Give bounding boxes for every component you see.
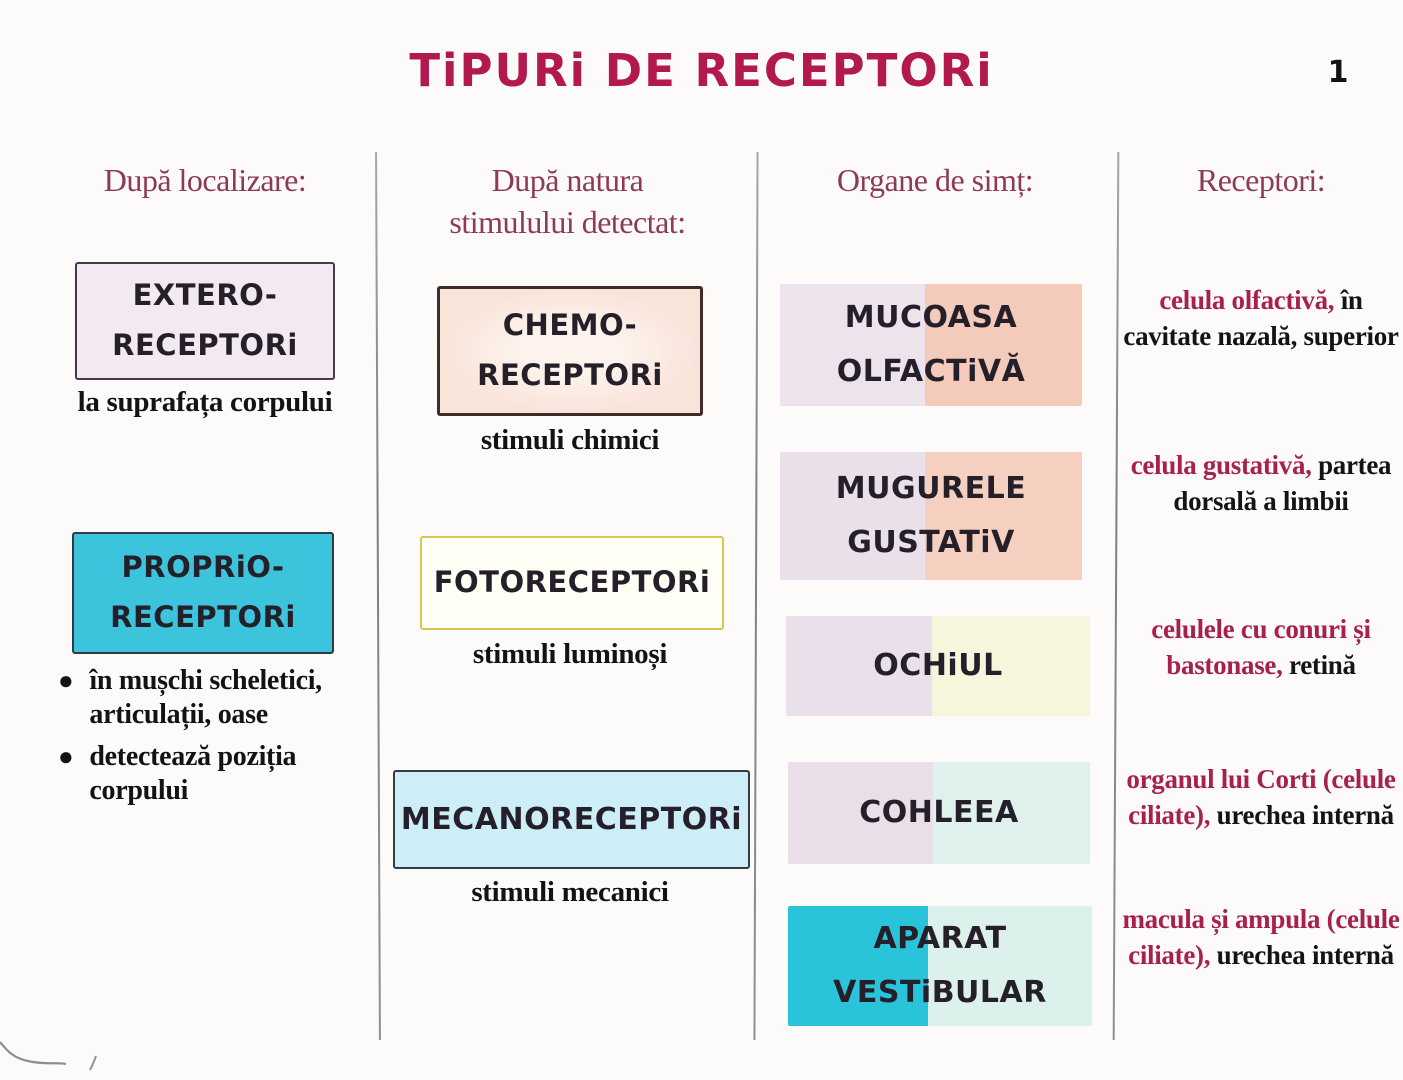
page-number: 1 bbox=[1327, 55, 1349, 90]
highlight-right bbox=[927, 906, 1092, 1026]
chemo-caption: stimuli chimici bbox=[480, 424, 660, 456]
organ-box-mucoasa-olfactiva: MUCOASA OLFACTiVĂ bbox=[780, 284, 1082, 406]
chemo-line1: CHEMO- bbox=[502, 308, 638, 343]
organ-box-aparat-vestibular: APARAT VESTiBULAR bbox=[788, 906, 1092, 1026]
bullet-item: ● în mușchi scheletici, articulații, oas… bbox=[58, 664, 370, 732]
proprio-bullet-list: ● în mușchi scheletici, articulații, oas… bbox=[58, 664, 370, 817]
organ-label-line1: APARAT bbox=[873, 921, 1007, 956]
receptor-item-vestibular: macula și ampula (celule ciliate), urech… bbox=[1122, 902, 1400, 973]
highlight-left bbox=[780, 284, 925, 406]
organ-label-line2: VESTiBULAR bbox=[833, 975, 1047, 1010]
receptor-item-gustativ: celula gustativă, partea dorsală a limbi… bbox=[1122, 448, 1400, 519]
proprio-receptori-box: PROPRiO- RECEPTORi bbox=[72, 532, 334, 654]
stray-pen-mark bbox=[0, 1041, 97, 1071]
organ-label-line2: GUSTATiV bbox=[847, 525, 1015, 560]
organ-label-line1: COHLEEA bbox=[859, 795, 1019, 830]
receptor-location: în cavitate nazală, superior bbox=[1123, 285, 1399, 351]
organ-box-ochiul: OCHiUL bbox=[786, 616, 1090, 716]
receptor-name: celula olfactivă, bbox=[1159, 285, 1335, 315]
column-divider bbox=[1112, 152, 1120, 1040]
extero-receptori-box: EXTERO- RECEPTORi bbox=[75, 262, 335, 380]
mecano-caption: stimuli mecanici bbox=[471, 876, 669, 908]
organ-label-line2: OLFACTiVĂ bbox=[836, 354, 1026, 389]
column-divider bbox=[375, 151, 381, 1041]
receptor-location: urechea internă bbox=[1216, 939, 1395, 970]
bullet-item: ● detectează poziția corpului bbox=[58, 740, 370, 808]
receptor-name: celulele cu conuri și bastonase, bbox=[1151, 614, 1371, 680]
proprio-line1: PROPRiO- bbox=[121, 550, 285, 585]
mecanoreceptori-box: MECANORECEPTORi bbox=[393, 770, 750, 869]
header-stimul-line2: stimulului detectat: bbox=[449, 203, 686, 240]
extero-line1: EXTERO- bbox=[132, 278, 278, 313]
bullet-dot: ● bbox=[58, 742, 74, 772]
highlight-left bbox=[788, 906, 928, 1026]
mecano-label: MECANORECEPTORi bbox=[400, 801, 743, 837]
receptor-location: partea dorsală a limbii bbox=[1173, 450, 1392, 516]
receptor-location: retină bbox=[1289, 649, 1356, 680]
organ-box-mugurele-gustativ: MUGURELE GUSTATiV bbox=[780, 452, 1082, 580]
receptor-name: macula și ampula (celule ciliate), bbox=[1122, 904, 1400, 970]
chemo-receptori-box: CHEMO- RECEPTORi bbox=[437, 286, 703, 416]
bullet-text: în mușchi scheletici, articulații, oase bbox=[89, 665, 322, 731]
highlight-right bbox=[924, 284, 1082, 406]
receptor-item-auditiv: organul lui Corti (celule ciliate), urec… bbox=[1122, 762, 1400, 833]
extero-line2: RECEPTORi bbox=[112, 328, 298, 362]
extero-caption: la suprafața corpului bbox=[77, 386, 333, 418]
bullet-text: detectează poziția corpului bbox=[89, 741, 297, 807]
highlight-left bbox=[788, 762, 933, 864]
highlight-right bbox=[924, 452, 1082, 580]
header-stimul-line1: După natura bbox=[491, 162, 644, 198]
receptor-name: organul lui Corti (celule ciliate), bbox=[1126, 764, 1396, 830]
foto-label: FOTORECEPTORi bbox=[433, 565, 711, 600]
receptor-name: celula gustativă, bbox=[1130, 450, 1312, 480]
fotoreceptori-box: FOTORECEPTORi bbox=[420, 536, 724, 630]
column-header-stimul: După natura stimulului detectat: bbox=[385, 160, 750, 243]
column-header-organe: Organe de simț: bbox=[836, 162, 1034, 198]
receptor-item-vizual: celulele cu conuri și bastonase, retină bbox=[1122, 612, 1400, 683]
organ-label-line1: OCHiUL bbox=[873, 648, 1003, 683]
highlight-left bbox=[786, 616, 932, 716]
column-header-receptori: Receptori: bbox=[1196, 162, 1326, 198]
column-header-localizare: După localizare: bbox=[103, 162, 307, 198]
organ-label-line1: MUGURELE bbox=[835, 471, 1027, 506]
column-divider bbox=[753, 151, 759, 1041]
highlight-right bbox=[931, 616, 1090, 716]
page-title: TiPURi DE RECEPTORi bbox=[409, 44, 994, 97]
chemo-line2: RECEPTORi bbox=[477, 358, 663, 392]
organ-label-line1: MUCOASA bbox=[844, 300, 1018, 335]
proprio-line2: RECEPTORi bbox=[110, 600, 296, 634]
highlight-left bbox=[780, 452, 925, 580]
receptor-location: urechea internă bbox=[1216, 799, 1395, 830]
organ-box-cohleea: COHLEEA bbox=[788, 762, 1090, 864]
foto-caption: stimuli luminoși bbox=[472, 638, 668, 670]
bullet-dot: ● bbox=[58, 666, 74, 695]
highlight-right bbox=[932, 762, 1090, 864]
receptor-item-olfactiv: celula olfactivă, în cavitate nazală, su… bbox=[1122, 283, 1400, 354]
